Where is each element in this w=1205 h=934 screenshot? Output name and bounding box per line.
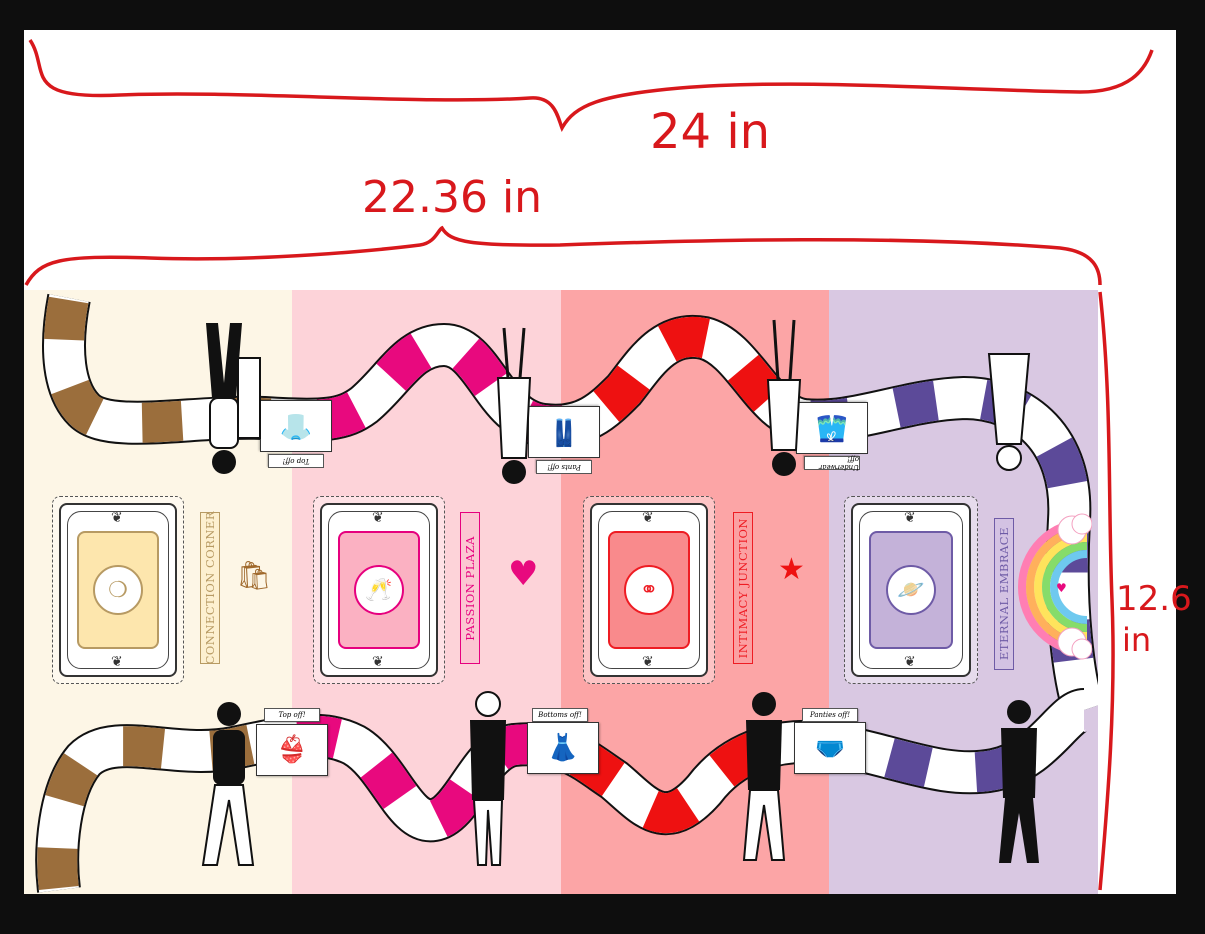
woman-figure	[766, 319, 802, 476]
deck-card: ❦ ❦ ⚭	[590, 503, 708, 677]
heart-pulse-icon: ♥	[508, 554, 539, 594]
track-tile	[429, 779, 484, 837]
woman-figure	[987, 353, 1031, 471]
card-face: 🪐	[869, 531, 953, 649]
deck-eternal[interactable]: ❦ ❦ 🪐	[844, 496, 978, 684]
action-label: Top off!	[264, 708, 320, 722]
woman-figure	[206, 323, 261, 474]
ornament-icon: ❦	[904, 510, 916, 526]
zone-label-eternal: ETERNAL EMBRACE	[994, 518, 1014, 670]
track-tile	[37, 847, 79, 890]
panties-icon: 🩲	[815, 734, 845, 762]
annotation-total-width: 24 in	[650, 104, 771, 160]
planet-icon: 🪐	[886, 565, 936, 615]
ornament-icon: ❦	[372, 510, 384, 526]
track-tile	[892, 380, 939, 428]
card-frame	[328, 511, 430, 669]
zone-label-connection: CONNECTION CORNER	[200, 511, 220, 665]
track-tile	[593, 365, 650, 422]
track-tile	[51, 379, 104, 435]
svg-text:♥: ♥	[1056, 581, 1067, 595]
man-figure	[470, 691, 506, 866]
ornament-icon: ❦	[111, 510, 123, 526]
track-tile	[45, 753, 98, 807]
action-label: Panties off!	[802, 708, 858, 722]
annotation-board-height: 12.6	[1116, 579, 1192, 619]
skirt-icon: 👗	[546, 733, 580, 763]
track-tile	[1036, 437, 1088, 489]
ornament-icon: ❦	[642, 510, 654, 526]
bra-icon: 👙	[275, 735, 309, 765]
card-frame	[859, 511, 963, 669]
deck-passion[interactable]: ❦ ❦ 🥂	[313, 496, 445, 684]
action-card-top-off[interactable]: 👙	[256, 724, 328, 776]
woman-figure	[496, 327, 532, 484]
track-tile	[360, 752, 417, 810]
ornament-icon: ❦	[642, 654, 654, 670]
action-card-bottoms-off[interactable]: 👗	[527, 722, 599, 774]
card-frame	[598, 511, 700, 669]
track-tile	[884, 738, 933, 787]
track-tile	[452, 338, 508, 396]
wine-glasses-icon: 🥂	[354, 565, 404, 615]
action-card-panties-off[interactable]: 🩲	[794, 722, 866, 774]
rainbow-icon: ♥	[1018, 513, 1092, 660]
zone-label-passion: PASSION PLAZA	[460, 512, 480, 664]
action-label: Bottoms off!	[532, 708, 588, 722]
shopping-bag-icon: 🛍	[236, 559, 272, 592]
card-face: ⚭	[608, 531, 690, 649]
track-tile	[141, 400, 184, 443]
annotation-board-width: 22.36 in	[362, 172, 543, 223]
deck-card: ❦ ❦ 🥂	[320, 503, 438, 677]
track-tile	[727, 354, 784, 412]
track-tile	[44, 296, 89, 341]
man-figure	[201, 702, 255, 866]
man-figure	[999, 700, 1039, 863]
man-figure	[742, 692, 786, 861]
track-tile	[642, 788, 700, 834]
card-face: 🥂	[338, 531, 420, 649]
annotation-board-height-unit: in	[1122, 621, 1152, 659]
shooting-star-icon: ★	[778, 552, 805, 587]
deck-card: ❦ ❦ ❍	[59, 503, 177, 677]
zone-label-intimacy: INTIMACY JUNCTION	[733, 512, 753, 664]
track-tile	[123, 726, 166, 769]
card-frame	[67, 511, 169, 669]
card-face: ❍	[77, 531, 159, 649]
track-tile	[376, 333, 432, 391]
ornament-icon: ❦	[111, 654, 123, 670]
couple-icon: ⚭	[624, 565, 674, 615]
backpack-icon: ❍	[93, 565, 143, 615]
deck-connection[interactable]: ❦ ❦ ❍	[52, 496, 184, 684]
ornament-icon: ❦	[372, 654, 384, 670]
deck-intimacy[interactable]: ❦ ❦ ⚭	[583, 496, 715, 684]
game-board: ❦ ❦ ❍ CONNECTION CORNER 🛍 ❦ ❦ 🥂 PASSION …	[24, 290, 1098, 894]
ornament-icon: ❦	[904, 654, 916, 670]
track-tile	[658, 316, 710, 362]
deck-card: ❦ ❦ 🪐	[851, 503, 971, 677]
